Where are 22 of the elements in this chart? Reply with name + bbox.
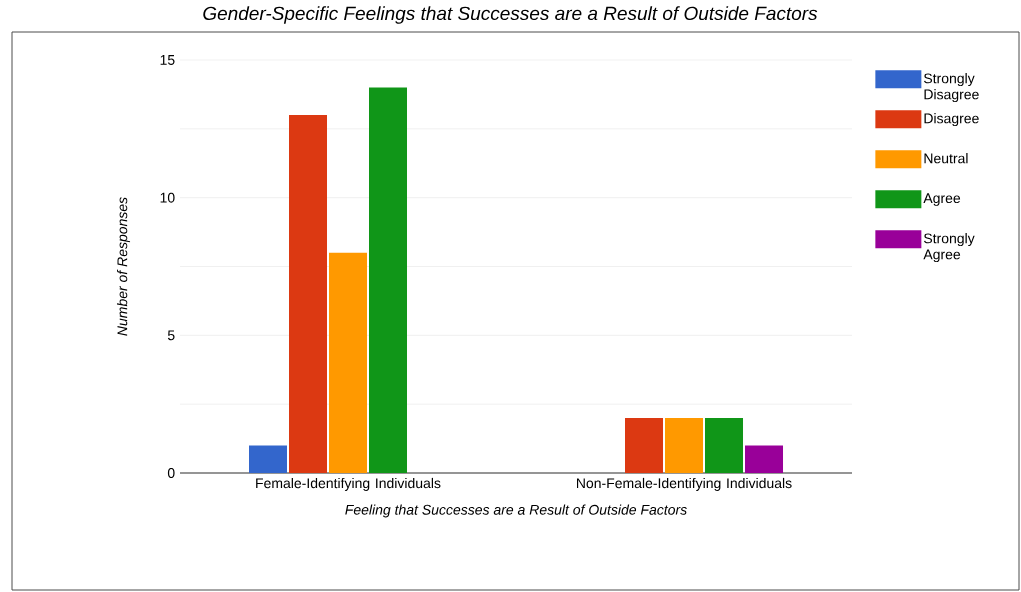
legend-label: Strongly Disagree: [923, 73, 979, 103]
bar: [745, 445, 784, 474]
y-tick-label: 10: [160, 192, 175, 203]
bar: [665, 417, 704, 474]
legend-label: Agree: [923, 193, 961, 206]
bar: [329, 252, 367, 474]
y-tick-label: 5: [167, 330, 175, 341]
legend-label: Disagree: [924, 113, 979, 127]
bar: [705, 417, 744, 474]
x-axis-title: Feeling that Successes are a Result of Outside Factors: [345, 504, 687, 518]
y-tick-label: 0: [167, 468, 175, 478]
legend-label: Neutral: [924, 153, 968, 164]
legend-label: Strongly Agree: [923, 233, 975, 263]
x-tick-label: Non-Female-Identifying Individuals: [577, 477, 792, 491]
y-axis-title: Number of Responses: [116, 197, 131, 336]
x-tick-label: Female-Identifying Individuals: [256, 477, 441, 491]
bar: [289, 115, 327, 474]
bar: [249, 445, 287, 474]
chart-title: Gender-Specific Feelings that Successes are a Result of Outside Factors: [203, 6, 818, 24]
y-tick-label: 15: [160, 55, 175, 65]
bar: [369, 87, 407, 474]
bar: [625, 417, 663, 474]
